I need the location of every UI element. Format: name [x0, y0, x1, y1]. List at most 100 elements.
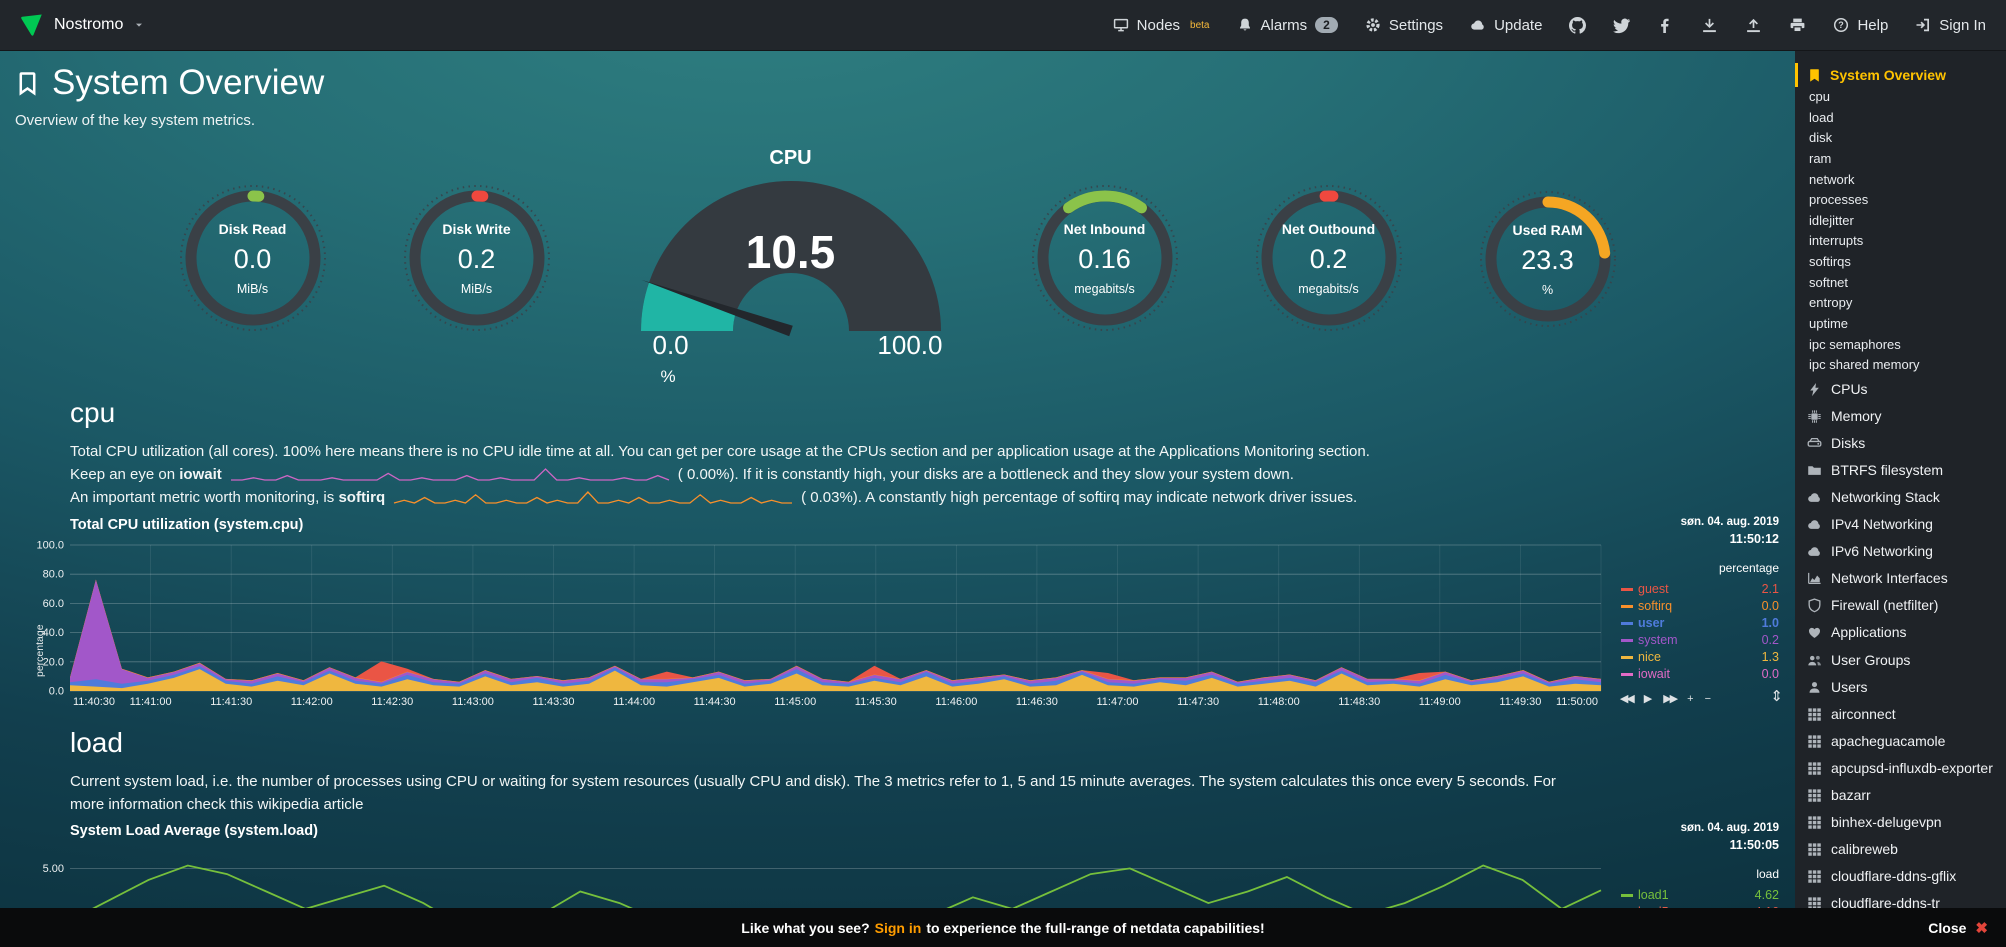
sidebar-item-memory[interactable]: Memory: [1795, 403, 2006, 430]
sidebar-item-label: apacheguacamole: [1831, 732, 1946, 749]
zoom-in-icon[interactable]: +: [1687, 692, 1694, 705]
zoom-out-icon[interactable]: −: [1704, 692, 1711, 705]
banner-signin-link[interactable]: Sign in: [874, 919, 922, 936]
sidebar-item-airconnect[interactable]: airconnect: [1795, 701, 2006, 728]
sidebar-item-softnet[interactable]: softnet: [1795, 273, 2006, 294]
disk-read-gauge[interactable]: Disk Read 0.0 MiB/s: [178, 183, 328, 333]
sidebar-item-cloudflare-ddns-gflix[interactable]: cloudflare-ddns-gflix: [1795, 863, 2006, 890]
sidebar-item-processes[interactable]: processes: [1795, 190, 2006, 211]
cpu-desc-line2: Keep an eye on iowait( 0.00%). If it is …: [70, 465, 1294, 483]
sidebar-item-ipv4-networking[interactable]: IPv4 Networking: [1795, 511, 2006, 538]
cpu-chart-canvas[interactable]: 100.0 80.0 60.0 40.0 20.0 0.0 11:40:30 11:41:00…: [26, 539, 1605, 709]
cpu-gauge[interactable]: CPU 10.5 0.0 100.0 %: [626, 147, 956, 387]
legend-row-load1[interactable]: load1 4.62: [1621, 887, 1779, 904]
bookmark-icon: [15, 71, 40, 96]
svg-text:5.00: 5.00: [43, 863, 64, 875]
svg-text:11:42:30: 11:42:30: [371, 696, 413, 708]
svg-text:11:48:00: 11:48:00: [1258, 696, 1300, 708]
node-selector[interactable]: Nostromo: [20, 13, 145, 37]
sidebar-item-cloudflare-ddns-tr[interactable]: cloudflare-ddns-tr: [1795, 890, 2006, 917]
sidebar-item-cpu[interactable]: cpu: [1795, 87, 2006, 108]
export-snapshot-icon[interactable]: [1745, 17, 1762, 34]
sidebar-item-users[interactable]: Users: [1795, 674, 2006, 701]
shield-icon: [1807, 598, 1822, 613]
sidebar-item-bazarr[interactable]: bazarr: [1795, 782, 2006, 809]
chart-time: 11:50:12: [1729, 531, 1779, 546]
play-icon[interactable]: ▶: [1643, 693, 1653, 706]
legend-row-softirq[interactable]: softirq 0.0: [1621, 598, 1779, 615]
sidebar-item-ipc-semaphores[interactable]: ipc semaphores: [1795, 335, 2006, 356]
cpu-gauge-title: CPU: [769, 147, 812, 169]
chart-datetime: søn. 04. aug. 2019 11:50:12: [1681, 515, 1779, 547]
sidebar-item-disks[interactable]: Disks: [1795, 430, 2006, 457]
sidebar-item-label: binhex-delugevpn: [1831, 814, 1942, 830]
pan-backward-icon[interactable]: ◀◀: [1619, 693, 1635, 706]
legend-row-user[interactable]: user 1.0: [1621, 615, 1779, 632]
sidebar-item-calibreweb[interactable]: calibreweb: [1795, 836, 2006, 863]
sidebar-item-network-interfaces[interactable]: Network Interfaces: [1795, 565, 2006, 592]
github-icon[interactable]: [1569, 16, 1587, 34]
sidebar-item-label: cpu: [1809, 89, 1830, 104]
import-snapshot-icon[interactable]: [1701, 17, 1718, 34]
sidebar-item-softirqs[interactable]: softirqs: [1795, 252, 2006, 273]
sidebar-item-uptime[interactable]: uptime: [1795, 314, 2006, 335]
chevron-down-icon: [133, 19, 145, 31]
sidebar-item-apcupsd-influxdb-exporter[interactable]: apcupsd-influxdb-exporter: [1795, 755, 2006, 782]
legend-row-iowait[interactable]: iowait 0.0: [1621, 666, 1779, 683]
sidebar-item-disk[interactable]: disk: [1795, 128, 2006, 149]
sidebar-item-entropy[interactable]: entropy: [1795, 293, 2006, 314]
legend-series-value: 0.0: [1761, 599, 1779, 614]
gauge-value: 0.16: [1078, 243, 1131, 274]
update-button[interactable]: Update: [1470, 17, 1542, 34]
sidebar-item-ram[interactable]: ram: [1795, 149, 2006, 170]
sidebar-item-ipv6-networking[interactable]: IPv6 Networking: [1795, 538, 2006, 565]
cpu-gauge-max: 100.0: [877, 330, 943, 360]
gauge-value: 0.0: [233, 243, 272, 274]
sidebar-item-cpus[interactable]: CPUs: [1795, 376, 2006, 403]
svg-text:11:47:00: 11:47:00: [1096, 696, 1138, 708]
iowait-sparkline[interactable]: [230, 467, 670, 482]
sidebar-item-load[interactable]: load: [1795, 108, 2006, 129]
users-icon: [1807, 653, 1822, 668]
twitter-icon[interactable]: [1613, 17, 1631, 34]
sidebar-item-binhex-delugevpn[interactable]: binhex-delugevpn: [1795, 809, 2006, 836]
facebook-icon[interactable]: [1657, 17, 1674, 34]
sidebar-item-firewall-netfilter-[interactable]: Firewall (netfilter): [1795, 592, 2006, 619]
used-ram-gauge[interactable]: Used RAM 23.3 %: [1478, 189, 1618, 329]
sidebar-item-system-overview[interactable]: System Overview: [1795, 63, 2006, 87]
print-icon[interactable]: [1789, 17, 1806, 34]
sidebar-item-applications[interactable]: Applications: [1795, 619, 2006, 646]
sidebar-item-idlejitter[interactable]: idlejitter: [1795, 211, 2006, 232]
legend-row-nice[interactable]: nice 1.3: [1621, 649, 1779, 666]
sidebar-item-label: BTRFS filesystem: [1831, 461, 1944, 478]
legend-series-name: load1: [1638, 887, 1669, 902]
sidebar-item-interrupts[interactable]: interrupts: [1795, 231, 2006, 252]
legend-row-guest[interactable]: guest 2.1: [1621, 581, 1779, 598]
sidebar-item-btrfs-filesystem[interactable]: BTRFS filesystem: [1795, 457, 2006, 484]
softirq-sparkline[interactable]: [393, 490, 793, 505]
net-outbound-gauge[interactable]: Net Outbound 0.2 megabits/s: [1254, 183, 1404, 333]
sidebar-item-ipc-shared-memory[interactable]: ipc shared memory: [1795, 355, 2006, 376]
pan-forward-icon[interactable]: ▶▶: [1663, 693, 1678, 706]
legend-series-value: 2.1: [1761, 582, 1779, 597]
chart-resize-handle[interactable]: ⇕: [1770, 688, 1783, 706]
alarms-count-badge: 2: [1315, 17, 1338, 33]
svg-text:11:44:00: 11:44:00: [613, 696, 655, 708]
banner-close-button[interactable]: Close ✖: [1928, 919, 1988, 937]
legend-series-name: user: [1638, 616, 1665, 631]
sidebar-item-apacheguacamole[interactable]: apacheguacamole: [1795, 728, 2006, 755]
net-inbound-gauge[interactable]: Net Inbound 0.16 megabits/s: [1030, 183, 1180, 333]
nodes-button[interactable]: Nodes beta: [1113, 17, 1210, 34]
sidebar-item-network[interactable]: network: [1795, 170, 2006, 191]
help-button[interactable]: ? Help: [1833, 17, 1888, 34]
sidebar-item-networking-stack[interactable]: Networking Stack: [1795, 484, 2006, 511]
disk-write-gauge[interactable]: Disk Write 0.2 MiB/s: [402, 183, 552, 333]
gauge-title: Net Outbound: [1281, 220, 1376, 237]
sidebar-item-user-groups[interactable]: User Groups: [1795, 647, 2006, 674]
signin-button[interactable]: Sign In: [1915, 17, 1986, 34]
gauge-value: 23.3: [1521, 244, 1574, 275]
alarms-button[interactable]: Alarms 2: [1237, 17, 1338, 34]
legend-row-system[interactable]: system 0.2: [1621, 632, 1779, 649]
settings-button[interactable]: Settings: [1365, 17, 1443, 34]
sidebar-item-label: Firewall (netfilter): [1831, 597, 1939, 614]
